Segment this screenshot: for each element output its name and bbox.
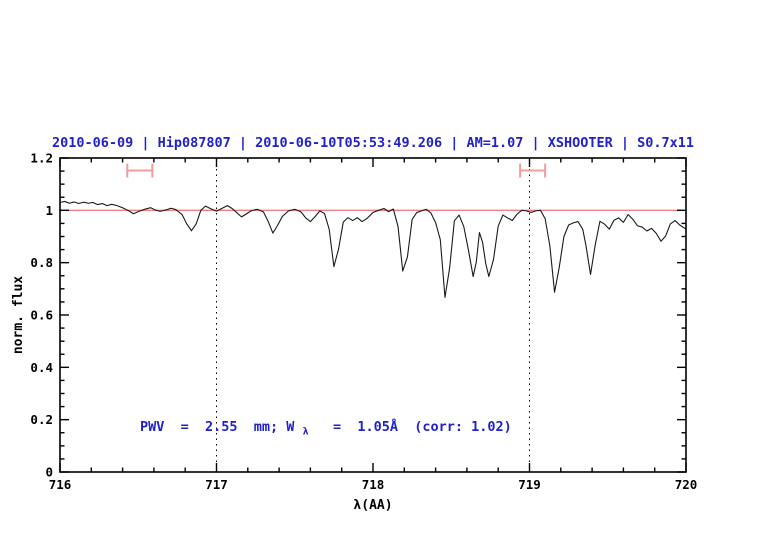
y-tick-label: 0.4	[30, 360, 53, 375]
x-axis-label: λ(AA)	[353, 498, 392, 513]
chart-layer: 716 717 718 719 720 0 0.2 0.4 0.6 0.8 1 1.2	[30, 151, 697, 493]
x-tick-label: 718	[362, 477, 385, 492]
y-tick-label: 0.6	[30, 308, 53, 323]
chart-title: 2010-06-09 | Hip087807 | 2010-06-10T05:5…	[52, 135, 694, 151]
y-tick-label: 0.8	[30, 255, 53, 270]
y-tick-label: 1	[45, 203, 53, 218]
spectrum-curve	[59, 200, 687, 299]
pwv-annotation: PWV = 2.55 mm; W λ = 1.05Å (corr: 1.02)	[140, 418, 512, 439]
x-tick-label: 717	[205, 477, 228, 492]
x-tick-label: 716	[49, 477, 72, 492]
y-axis-label: norm. flux	[11, 276, 26, 354]
x-tick-label: 719	[518, 477, 541, 492]
y-tick-label: 1.2	[30, 151, 53, 166]
pwv-annotation-prefix: PWV = 2.55 mm; W	[140, 419, 295, 435]
y-tick-label: 0	[45, 465, 53, 480]
y-tick-label: 0.2	[30, 412, 53, 427]
pwv-annotation-suffix: = 1.05Å (corr: 1.02)	[317, 418, 512, 435]
x-tick-label: 720	[675, 477, 698, 492]
pwv-annotation-subscript: λ	[303, 427, 309, 438]
